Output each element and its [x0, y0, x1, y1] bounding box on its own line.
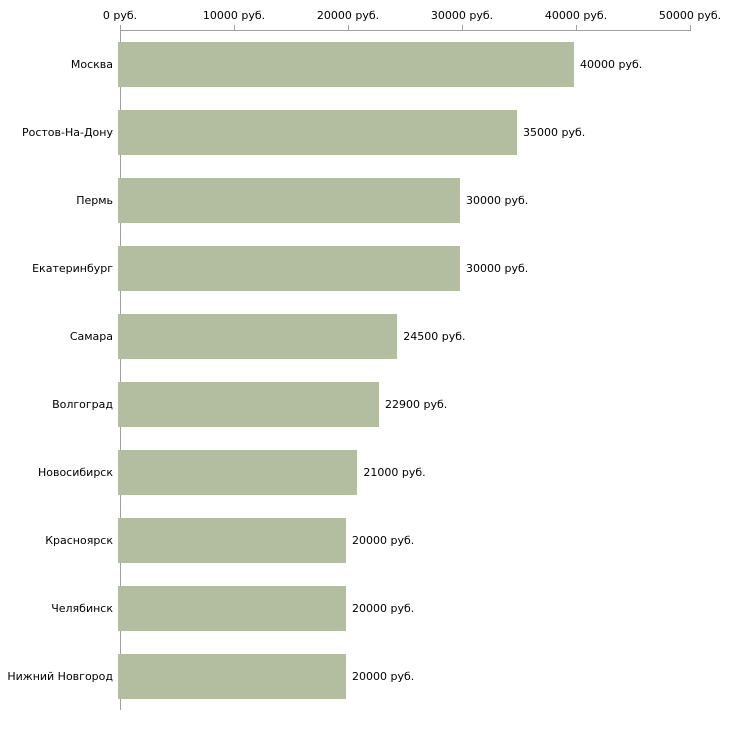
bar-area: 35000 руб.: [118, 109, 586, 155]
bar-area: 20000 руб.: [118, 585, 415, 631]
bar-area: 30000 руб.: [118, 245, 529, 291]
bar-row: Красноярск 20000 руб.: [0, 506, 730, 574]
bar-area: 30000 руб.: [118, 177, 529, 223]
bar: [118, 245, 460, 291]
category-label: Нижний Новгород: [7, 669, 113, 683]
x-axis: 0 руб. 10000 руб. 20000 руб. 30000 руб. 4000…: [0, 0, 730, 30]
value-label: 24500 руб.: [403, 329, 466, 343]
bar-row: Нижний Новгород 20000 руб.: [0, 642, 730, 710]
category-label: Челябинск: [51, 601, 113, 615]
x-tick-label: 40000 руб.: [544, 9, 608, 22]
x-tick-mark: [234, 25, 235, 30]
bar: [118, 177, 460, 223]
bar-area: 24500 руб.: [118, 313, 466, 359]
value-label: 35000 руб.: [523, 125, 586, 139]
x-tick-mark: [462, 25, 463, 30]
category-label: Новосибирск: [37, 465, 113, 479]
value-label: 30000 руб.: [466, 261, 529, 275]
category-label: Красноярск: [45, 533, 113, 547]
value-label: 40000 руб.: [580, 57, 643, 71]
category-label: Волгоград: [52, 397, 113, 411]
x-tick-mark: [348, 25, 349, 30]
bar-row: Челябинск 20000 руб.: [0, 574, 730, 642]
bar-area: 20000 руб.: [118, 653, 415, 699]
bar-row: Пермь 30000 руб.: [0, 166, 730, 234]
value-label: 20000 руб.: [352, 533, 415, 547]
bar-row: Ростов-На-Дону 35000 руб.: [0, 98, 730, 166]
bar-row: Новосибирск 21000 руб.: [0, 438, 730, 506]
x-tick-mark: [576, 25, 577, 30]
bar: [118, 585, 346, 631]
bar-row: Москва 40000 руб.: [0, 30, 730, 98]
category-label: Москва: [70, 57, 113, 71]
bar: [118, 449, 358, 495]
bar: [118, 381, 380, 427]
bar-row: Самара 24500 руб.: [0, 302, 730, 370]
bar: [118, 653, 346, 699]
bar: [118, 517, 346, 563]
x-tick-label: 30000 руб.: [430, 9, 494, 22]
bar-area: 40000 руб.: [118, 41, 643, 87]
value-label: 30000 руб.: [466, 193, 529, 207]
category-label: Самара: [69, 329, 113, 343]
x-tick-mark: [690, 25, 691, 30]
value-label: 21000 руб.: [363, 465, 426, 479]
bar-row: Волгоград 22900 руб.: [0, 370, 730, 438]
bar: [118, 41, 574, 87]
category-label: Пермь: [76, 193, 113, 207]
bar: [118, 313, 398, 359]
y-axis-line: [120, 30, 121, 710]
x-axis-line: [120, 30, 691, 31]
x-tick-label: 50000 руб.: [658, 9, 722, 22]
x-tick-label: 20000 руб.: [316, 9, 380, 22]
x-tick-label: 10000 руб.: [202, 9, 266, 22]
value-label: 22900 руб.: [385, 397, 448, 411]
category-label: Ростов-На-Дону: [21, 125, 113, 139]
bar: [118, 109, 517, 155]
bar-area: 20000 руб.: [118, 517, 415, 563]
category-label: Екатеринбург: [32, 261, 113, 275]
value-label: 20000 руб.: [352, 601, 415, 615]
x-tick-label: 0 руб.: [102, 9, 138, 22]
bar-row: Екатеринбург 30000 руб.: [0, 234, 730, 302]
x-tick-mark: [120, 25, 121, 30]
bar-area: 21000 руб.: [118, 449, 426, 495]
value-label: 20000 руб.: [352, 669, 415, 683]
bar-area: 22900 руб.: [118, 381, 448, 427]
plot-area: Москва 40000 руб. Ростов-На-Дону 35000 руб.…: [0, 30, 730, 710]
